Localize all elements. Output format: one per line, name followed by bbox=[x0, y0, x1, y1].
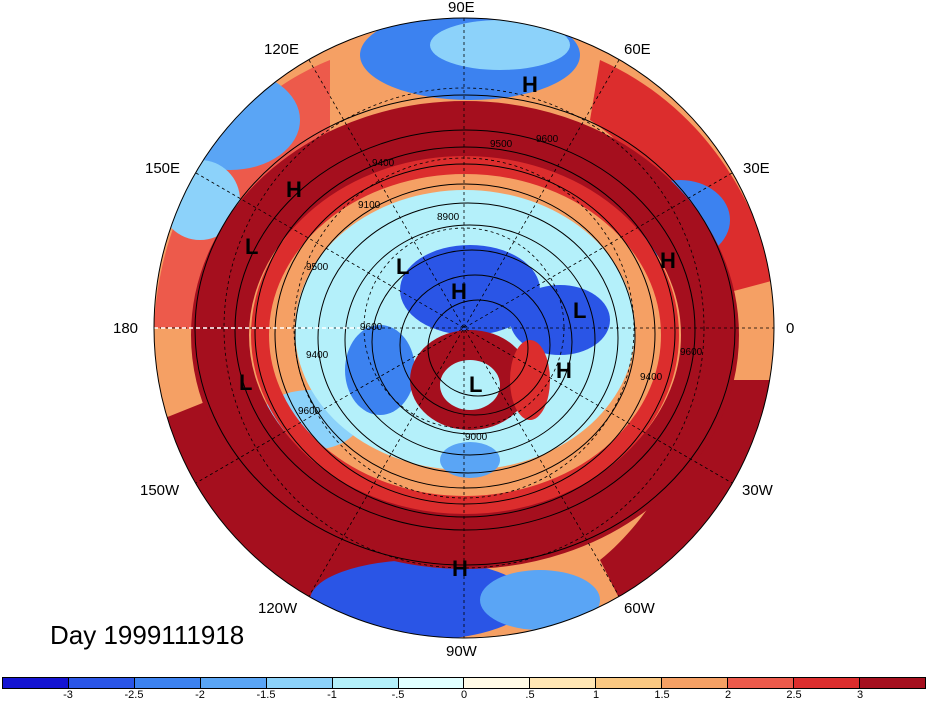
colorbar-segment bbox=[68, 678, 135, 688]
colorbar-segment bbox=[728, 678, 795, 688]
colorbar-segment bbox=[530, 678, 597, 688]
high-pressure-center: H bbox=[556, 358, 572, 383]
lon-label-150w: 150W bbox=[140, 482, 180, 499]
colorbar-segment bbox=[266, 678, 333, 688]
day-title: Day 1999111918 bbox=[50, 620, 245, 650]
colorbar-tick-label: -1 bbox=[327, 689, 337, 701]
colorbar-segment bbox=[200, 678, 267, 688]
low-pressure-center: L bbox=[239, 370, 253, 395]
colorbar-tick-label: 0 bbox=[460, 689, 468, 701]
lon-label-180: 180 bbox=[113, 320, 139, 337]
colorbar-segment bbox=[332, 678, 399, 688]
lon-label-120w: 120W bbox=[258, 600, 298, 617]
colorbar-tick-label: 2 bbox=[724, 689, 732, 701]
lon-label-60w: 60W bbox=[624, 600, 655, 617]
high-pressure-center: H bbox=[286, 177, 302, 202]
colorbar-segment bbox=[596, 678, 663, 688]
colorbar-segment bbox=[398, 678, 465, 688]
low-pressure-center: L bbox=[469, 372, 483, 397]
colorbar-tick-label: .5 bbox=[525, 689, 535, 701]
colorbar-tick-label: 1 bbox=[592, 689, 600, 701]
colorbar-tick-label: -3 bbox=[63, 689, 73, 701]
high-pressure-center: H bbox=[452, 556, 468, 581]
contour-label: 9500 bbox=[490, 139, 513, 150]
contour-label: 9500 bbox=[306, 262, 329, 273]
high-pressure-center: H bbox=[522, 72, 538, 97]
contour-label: 8900 bbox=[437, 212, 460, 223]
colorbar-tick-label: -1.5 bbox=[256, 689, 276, 701]
low-pressure-center: L bbox=[245, 234, 259, 259]
lon-label-90w: 90W bbox=[446, 643, 477, 660]
lon-label-30w: 30W bbox=[742, 482, 773, 499]
colorbar-tick-label: -2.5 bbox=[124, 689, 144, 701]
colorbar-tick-label: -.5 bbox=[391, 689, 405, 701]
lon-label-60e: 60E bbox=[624, 41, 651, 58]
colorbar-tick-label: -2 bbox=[195, 689, 205, 701]
contour-label: 9000 bbox=[465, 432, 488, 443]
high-pressure-center: H bbox=[451, 279, 467, 304]
lon-label-90e: 90E bbox=[448, 0, 475, 16]
contour-label: 9600 bbox=[298, 406, 321, 417]
colorbar bbox=[2, 677, 926, 689]
colorbar-tick-label: 2.5 bbox=[786, 689, 802, 701]
colorbar-segment bbox=[859, 678, 925, 688]
colorbar-tick-label: 3 bbox=[856, 689, 864, 701]
colorbar-segment bbox=[134, 678, 201, 688]
low-pressure-center: L bbox=[573, 298, 587, 323]
lon-label-0: 0 bbox=[786, 320, 795, 337]
lon-label-30e: 30E bbox=[743, 160, 770, 177]
colorbar-segment bbox=[662, 678, 729, 688]
colorbar-tick-label: 1.5 bbox=[654, 689, 670, 701]
contour-label: 9400 bbox=[640, 372, 663, 383]
contour-label: 9600 bbox=[680, 347, 703, 358]
contour-label: 9600 bbox=[360, 322, 383, 333]
high-pressure-center: H bbox=[660, 248, 676, 273]
colorbar-segment bbox=[794, 678, 860, 688]
colorbar-segment bbox=[464, 678, 531, 688]
contour-label: 9600 bbox=[536, 134, 559, 145]
contour-label: 9400 bbox=[372, 158, 395, 169]
lon-label-150e: 150E bbox=[145, 160, 181, 177]
low-pressure-center: L bbox=[396, 254, 410, 279]
colorbar-segment bbox=[3, 678, 69, 688]
contour-label: 9400 bbox=[306, 350, 329, 361]
contour-label: 9100 bbox=[358, 200, 381, 211]
lon-label-120e: 120E bbox=[264, 41, 300, 58]
